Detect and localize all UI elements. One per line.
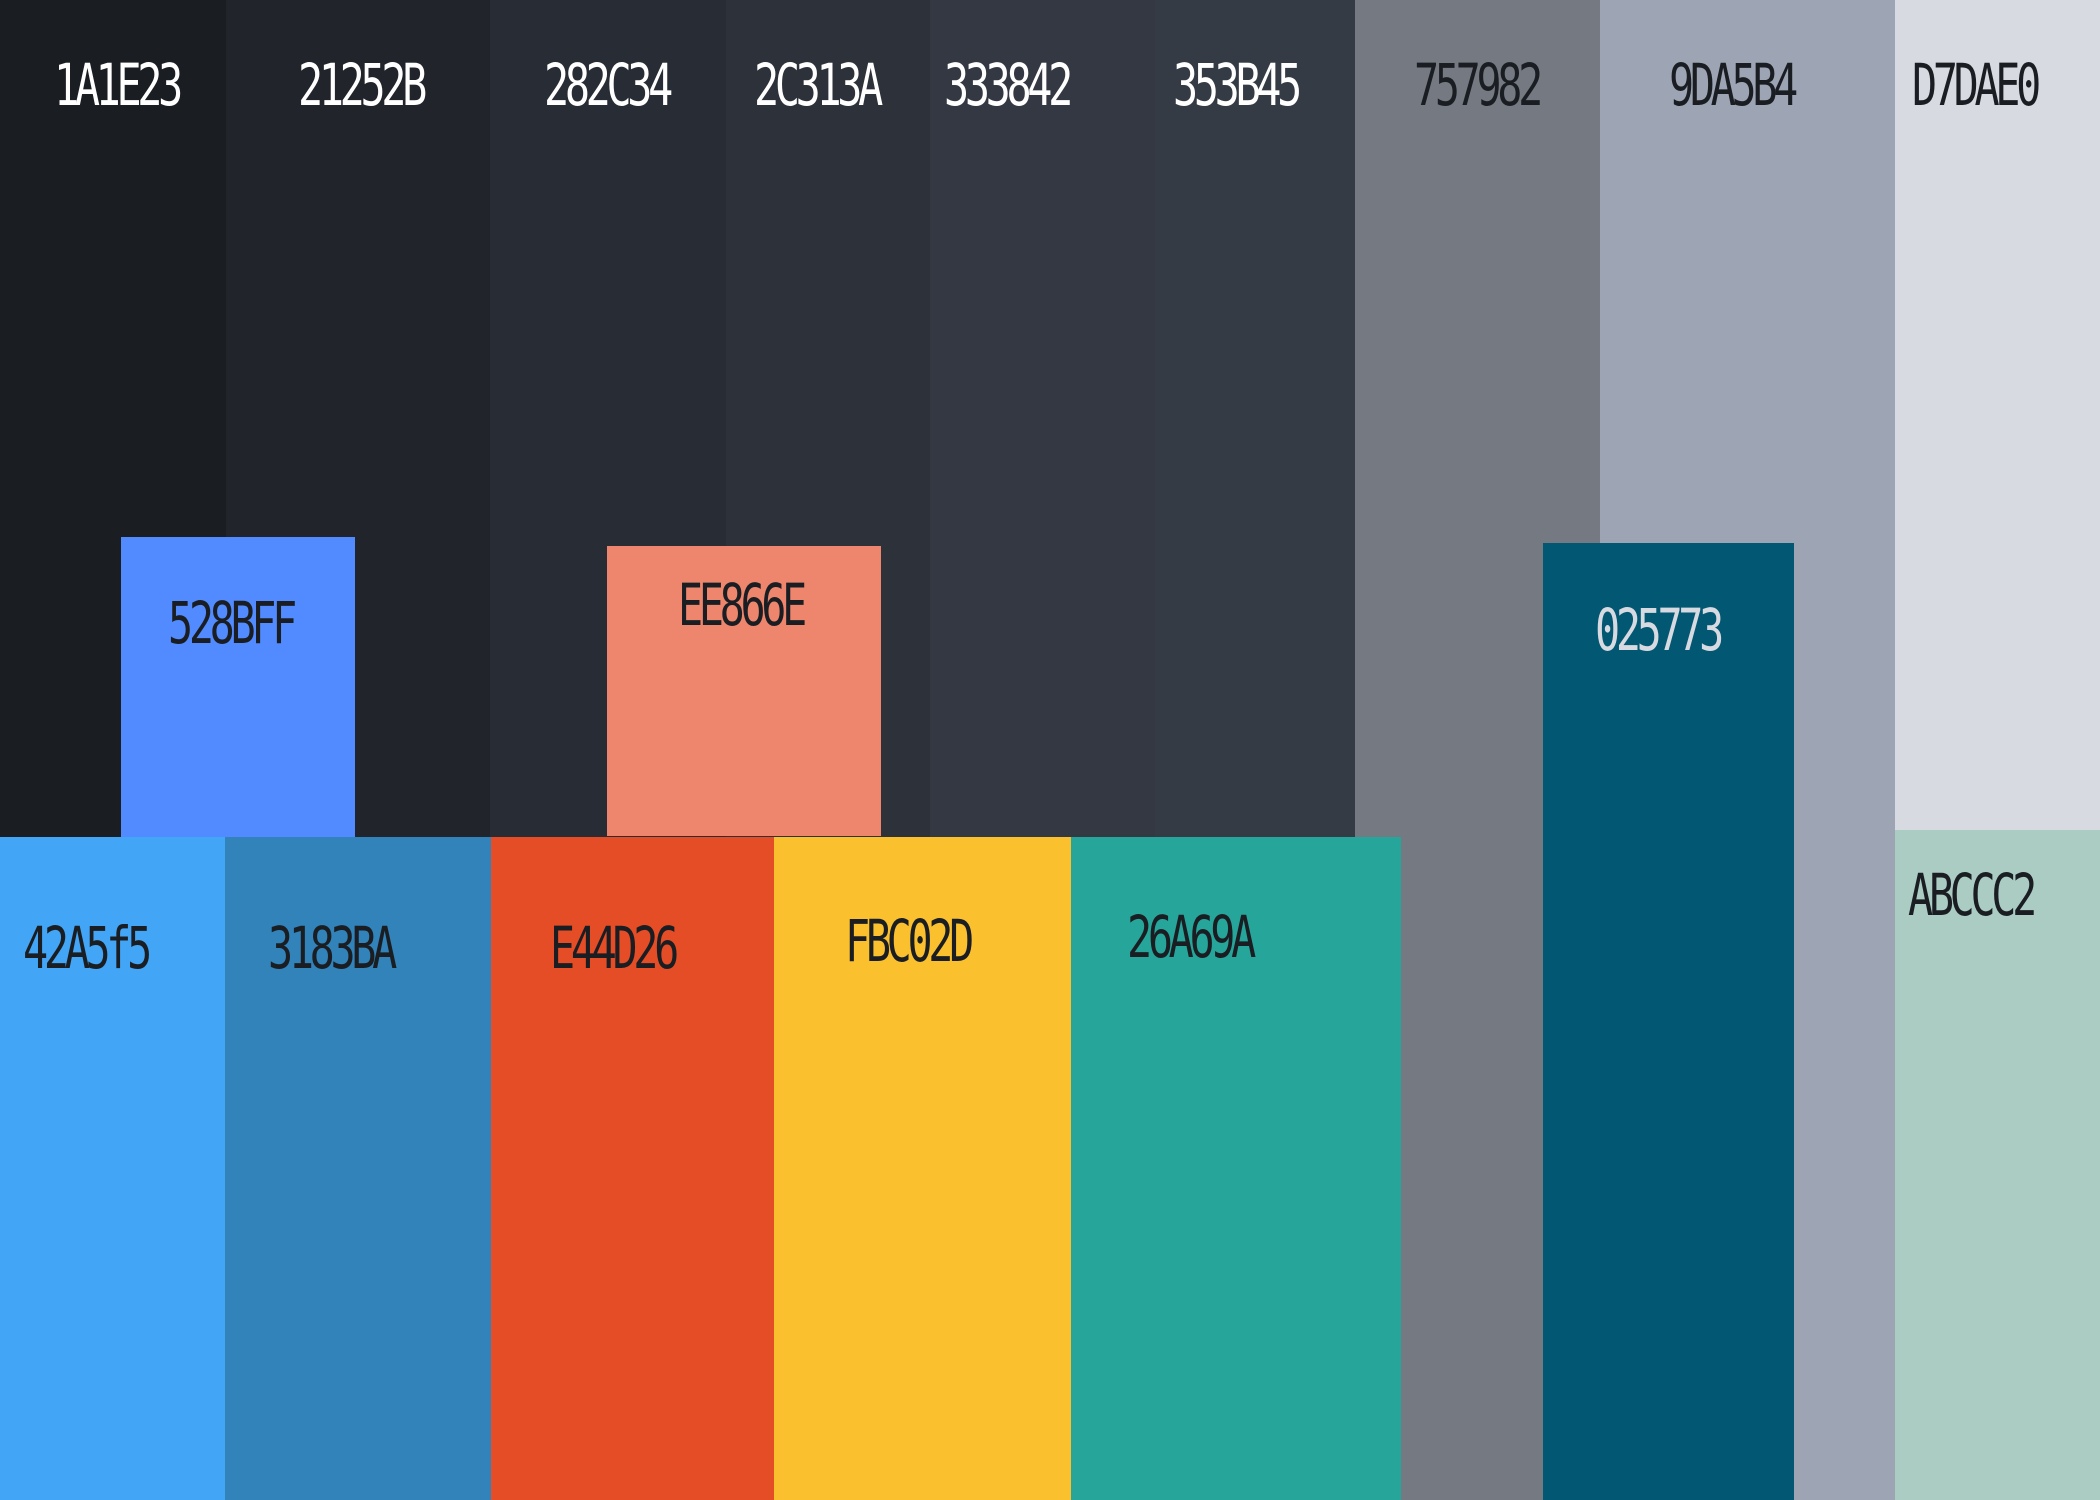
label-9da5b4: 9DA5B4 (1669, 51, 1798, 119)
swatch-025773 (1543, 543, 1794, 1500)
swatch-ee866e (607, 546, 881, 836)
label-353b45: 353B45 (1173, 51, 1302, 119)
swatch-42a5f5 (0, 837, 225, 1500)
label-ee866e: EE866E (678, 571, 807, 639)
label-42a5f5: 42A5f5 (23, 914, 152, 982)
label-21252b: 21252B (298, 51, 427, 119)
swatch-26a69a (1071, 837, 1401, 1500)
label-fbc02d: FBC02D (845, 907, 974, 975)
label-025773: 025773 (1595, 596, 1724, 664)
label-26a69a: 26A69A (1127, 903, 1256, 971)
label-528bff: 528BFF (168, 589, 297, 657)
swatch-fbc02d (774, 837, 1071, 1500)
label-1a1e23: 1A1E23 (54, 51, 183, 119)
swatch-abccc2 (1895, 830, 2100, 1500)
label-e44d26: E44D26 (550, 914, 679, 982)
label-757982: 757982 (1414, 51, 1543, 119)
label-3183ba: 3183BA (268, 914, 397, 982)
label-282c34: 282C34 (544, 51, 673, 119)
label-abccc2: ABCCC2 (1908, 861, 2037, 929)
swatch-3183ba (225, 837, 491, 1500)
label-333842: 333842 (944, 51, 1073, 119)
label-d7dae0: D7DAE0 (1912, 51, 2041, 119)
swatch-528bff (121, 537, 355, 837)
label-2c313a: 2C313A (754, 51, 883, 119)
swatch-d7dae0 (1895, 0, 2100, 830)
swatch-e44d26 (491, 837, 774, 1500)
